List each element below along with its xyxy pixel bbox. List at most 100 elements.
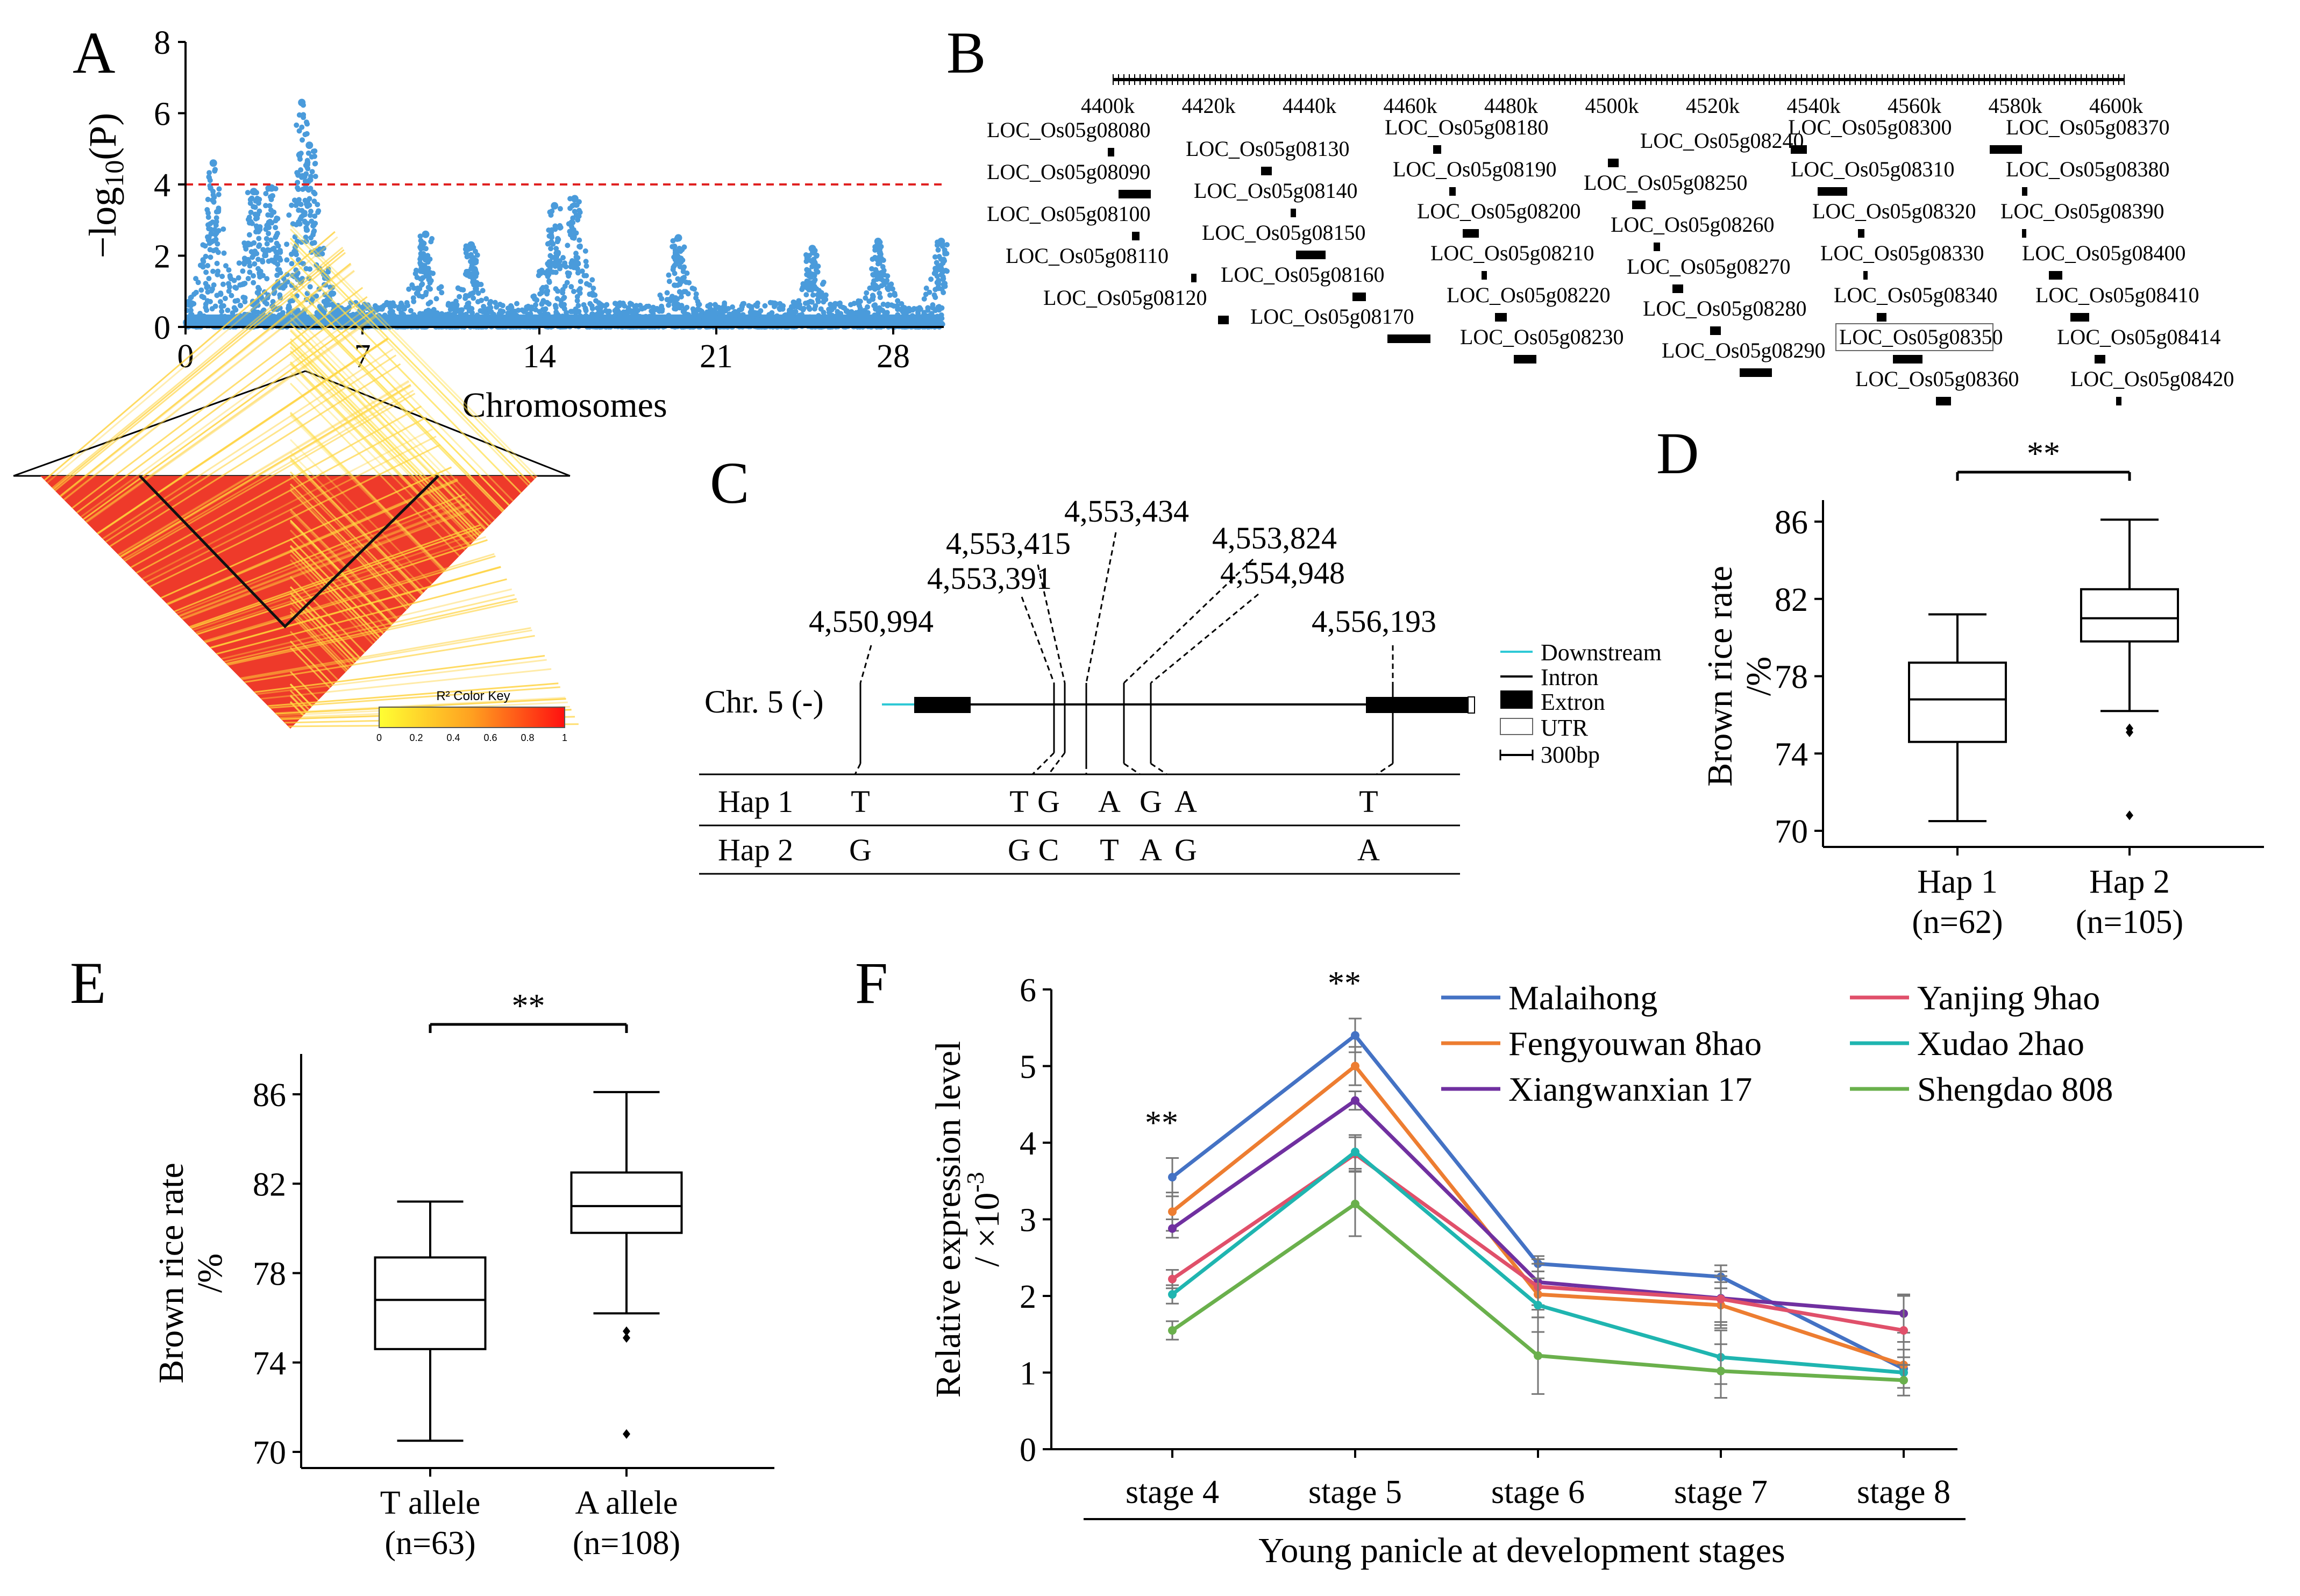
manhattan-point: [270, 299, 276, 305]
manhattan-point: [803, 292, 809, 298]
snp-leader: [1123, 558, 1254, 684]
manhattan-point: [304, 131, 310, 137]
y-tick-label: 78: [1775, 659, 1808, 696]
manhattan-point: [716, 310, 722, 316]
manhattan-point: [436, 322, 442, 327]
manhattan-peak-point: [267, 184, 275, 192]
manhattan-point: [226, 288, 232, 294]
manhattan-point: [247, 312, 253, 318]
manhattan-point: [404, 300, 410, 305]
manhattan-point: [543, 289, 549, 295]
manhattan-point: [879, 316, 885, 322]
manhattan-point: [593, 298, 599, 304]
manhattan-point: [458, 287, 464, 293]
gene-bar: [1261, 167, 1272, 175]
manhattan-point: [686, 280, 692, 286]
manhattan-point: [811, 279, 817, 285]
manhattan-point: [266, 219, 272, 225]
gene-label: LOC_Os05g08100: [987, 202, 1150, 226]
manhattan-point: [864, 290, 870, 296]
ld-stripe: [176, 497, 467, 615]
y-tick-label: 2: [154, 239, 170, 275]
manhattan-point: [207, 298, 213, 304]
manhattan-point: [474, 312, 480, 318]
manhattan-point: [220, 281, 226, 287]
manhattan-point: [565, 243, 571, 248]
manhattan-point: [877, 305, 882, 311]
allele: A: [1357, 832, 1380, 867]
manhattan-point: [396, 315, 402, 321]
gene-label: LOC_Os05g08300: [1788, 115, 1952, 139]
ld-stripe: [86, 315, 378, 523]
ld-stripe: [195, 536, 487, 634]
ld-stripe: [60, 262, 352, 497]
y-tick-label: 4: [154, 167, 170, 204]
manhattan-point: [696, 315, 702, 321]
ld-stripe: [46, 236, 338, 483]
manhattan-point: [309, 169, 315, 175]
ld-heatmap: R² Color Key 0 0.2 0.4 0.6 0.8 1: [13, 224, 579, 743]
gene-label: LOC_Os05g08250: [1584, 170, 1747, 195]
manhattan-point: [829, 316, 835, 322]
gene-bar: [1495, 313, 1507, 322]
manhattan-point: [240, 294, 246, 300]
ld-stripe: [289, 241, 529, 486]
gene-bar: [2095, 355, 2105, 364]
allele: A: [1174, 784, 1197, 819]
manhattan-point: [542, 270, 548, 276]
manhattan-point: [312, 213, 318, 219]
scale-tick-label: 4540k: [1787, 94, 1841, 118]
manhattan-point: [303, 227, 309, 233]
gene-label: LOC_Os05g08210: [1430, 241, 1594, 265]
manhattan-point: [468, 291, 474, 297]
manhattan-point: [599, 318, 605, 324]
manhattan-point: [388, 305, 394, 311]
manhattan-point: [936, 286, 942, 291]
y-tick-label: 3: [1020, 1202, 1036, 1239]
manhattan-point: [273, 218, 279, 224]
manhattan-point: [453, 298, 459, 304]
ld-stripe: [289, 586, 361, 659]
legend-extron-swatch: [1500, 690, 1533, 709]
ld-stripe: [193, 531, 484, 631]
manhattan-point: [548, 246, 554, 252]
manhattan-point: [252, 261, 258, 267]
manhattan-point: [222, 295, 228, 301]
manhattan-point: [938, 312, 944, 318]
manhattan-point: [565, 270, 571, 276]
snp-position-label: 4,554,948: [1220, 555, 1345, 590]
manhattan-point: [428, 270, 433, 276]
gene-bar: [1387, 334, 1430, 343]
gene-label: LOC_Os05g08380: [2006, 157, 2169, 181]
manhattan-point: [209, 239, 215, 245]
ld-stripe: [289, 382, 460, 557]
gene-bar: [2070, 313, 2089, 322]
manhattan-point: [923, 286, 929, 291]
manhattan-point: [680, 268, 686, 274]
y-tick-label: 6: [154, 96, 170, 133]
manhattan-point: [496, 311, 502, 317]
y-tick-label: 4: [1020, 1125, 1036, 1162]
manhattan-point: [417, 260, 423, 266]
manhattan-point: [263, 203, 269, 209]
manhattan-point: [873, 315, 879, 320]
manhattan-point: [219, 309, 225, 315]
manhattan-point: [670, 267, 676, 273]
manhattan-point: [415, 285, 421, 291]
manhattan-point: [549, 315, 555, 321]
ld-stripe: [261, 668, 552, 700]
manhattan-point: [308, 208, 314, 214]
manhattan-point: [554, 239, 560, 245]
manhattan-points: [183, 98, 950, 330]
series-shengdao-808: [1166, 1171, 1910, 1399]
manhattan-point: [753, 302, 759, 308]
manhattan-point: [212, 227, 218, 233]
ld-stripe: [254, 655, 545, 693]
manhattan-point: [250, 308, 256, 314]
manhattan-point: [546, 259, 552, 265]
manhattan-point: [271, 209, 277, 215]
gene-label: LOC_Os05g08350: [1839, 325, 2003, 349]
manhattan-point: [266, 231, 272, 237]
manhattan-point: [928, 276, 934, 282]
manhattan-peak-point: [422, 230, 430, 238]
